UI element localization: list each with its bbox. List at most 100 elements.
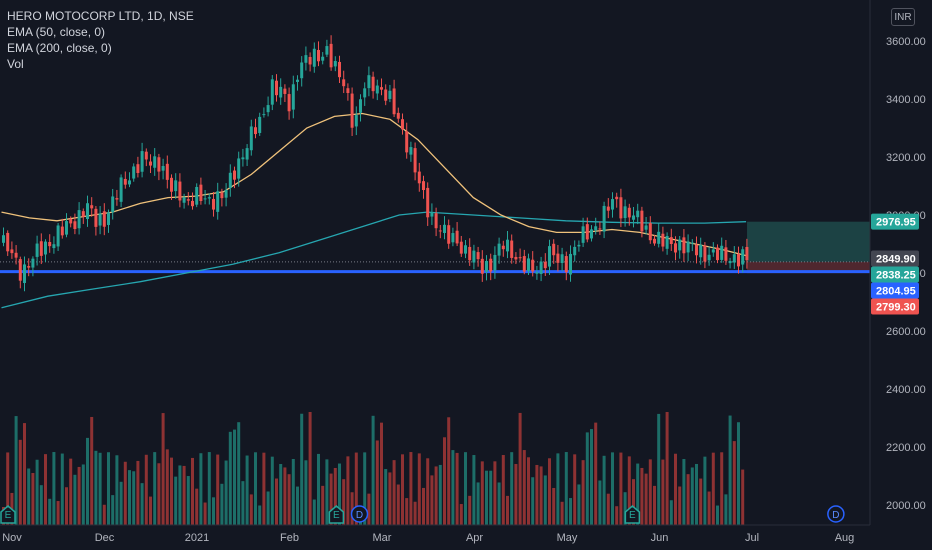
- candle-body: [413, 148, 417, 173]
- volume-bar: [144, 454, 148, 525]
- candle-body: [741, 249, 745, 265]
- candle-body: [430, 212, 434, 217]
- volume-bar: [287, 474, 291, 525]
- volume-bar: [296, 486, 299, 525]
- candle-body: [170, 177, 173, 192]
- volume-bar: [732, 441, 736, 525]
- volume-bar: [371, 415, 375, 525]
- earnings-marker-icon[interactable]: [624, 505, 641, 524]
- candle-body: [203, 198, 207, 200]
- volume-bar: [606, 493, 610, 525]
- candle-body: [522, 256, 526, 272]
- volume-bar: [65, 487, 68, 525]
- symbol-title[interactable]: HERO MOTOCORP LTD, 1D, NSE: [7, 9, 194, 23]
- candle-body: [35, 243, 39, 257]
- dividend-marker-icon[interactable]: [350, 505, 369, 523]
- candle-body: [380, 87, 383, 90]
- candle-body: [90, 205, 94, 209]
- candle-body: [275, 80, 278, 96]
- volume-bar: [602, 455, 606, 525]
- candle-body: [153, 156, 157, 168]
- volume-bar: [170, 457, 173, 525]
- candle-body: [682, 237, 686, 254]
- volume-bar: [438, 464, 442, 525]
- candle-body: [228, 172, 232, 189]
- volume-bar: [674, 453, 677, 525]
- candle-body: [23, 264, 26, 284]
- candle-body: [333, 61, 337, 67]
- volume-bar: [228, 431, 232, 525]
- dividend-marker-icon[interactable]: [827, 505, 845, 523]
- volume-bar: [514, 463, 518, 525]
- candle-body: [585, 224, 589, 240]
- volume-bar: [459, 504, 463, 525]
- ema200-legend[interactable]: EMA (200, close, 0): [7, 41, 112, 55]
- candle-body: [291, 84, 295, 110]
- candle-body: [342, 79, 346, 87]
- volume-bar: [186, 476, 190, 525]
- candle-body: [728, 260, 732, 264]
- volume-bar: [623, 492, 627, 525]
- candle-body: [312, 48, 316, 67]
- volume-bar: [283, 467, 287, 525]
- candle-body: [611, 199, 614, 210]
- candle-body: [182, 197, 186, 203]
- candle-body: [737, 254, 740, 267]
- candle-body: [241, 157, 245, 160]
- x-tick-label: Jul: [745, 532, 759, 544]
- volume-bar: [476, 482, 480, 525]
- candle-body: [623, 206, 627, 219]
- candle-body: [443, 224, 446, 234]
- price-label-text: 2849.90: [876, 254, 916, 266]
- volume-bar: [548, 458, 551, 525]
- target-zone: [747, 221, 870, 262]
- event-marker-label: D: [356, 510, 363, 521]
- volume-bar: [161, 413, 165, 525]
- volume-bar: [325, 459, 329, 525]
- volume-bar: [224, 460, 228, 525]
- volume-bar: [241, 481, 245, 525]
- y-tick-label: 3600.00: [886, 36, 926, 48]
- volume-bar: [522, 450, 526, 525]
- candle-body: [325, 46, 329, 55]
- ema50-legend[interactable]: EMA (50, close, 0): [7, 25, 106, 39]
- candle-body: [111, 196, 115, 213]
- candle-body: [669, 237, 673, 245]
- candle-body: [506, 239, 509, 252]
- candle-body: [711, 249, 715, 253]
- volume-bar: [552, 487, 556, 525]
- candle-body: [212, 198, 215, 210]
- volume-bar: [258, 505, 262, 525]
- candle-body: [296, 79, 299, 82]
- volume-bar: [535, 464, 539, 525]
- volume-bar: [308, 412, 312, 525]
- volume-bar: [569, 498, 572, 525]
- volume-bar: [653, 485, 656, 525]
- volume-bar: [493, 461, 497, 525]
- candle-body: [640, 210, 644, 232]
- currency-badge[interactable]: INR: [891, 8, 915, 26]
- volume-bar: [249, 494, 253, 525]
- candle-body: [468, 246, 472, 261]
- event-marker-label: D: [832, 510, 839, 521]
- x-tick-label: Nov: [2, 532, 22, 544]
- candle-body: [128, 180, 131, 185]
- volume-bar: [48, 498, 52, 525]
- candle-body: [720, 245, 724, 260]
- volume-bar: [657, 413, 661, 525]
- volume-bar: [661, 459, 665, 525]
- volume-bar: [102, 504, 106, 525]
- candle-body: [594, 226, 598, 231]
- volume-bar: [207, 452, 211, 525]
- candle-body: [98, 213, 102, 226]
- candle-body: [422, 181, 425, 191]
- volume-bar: [501, 455, 505, 525]
- volume-bar: [27, 468, 31, 525]
- earnings-marker-icon[interactable]: [0, 505, 16, 524]
- earnings-marker-icon[interactable]: [328, 505, 345, 524]
- candle-body: [590, 229, 593, 239]
- event-marker-label: E: [629, 510, 636, 521]
- volume-legend[interactable]: Vol: [7, 57, 24, 71]
